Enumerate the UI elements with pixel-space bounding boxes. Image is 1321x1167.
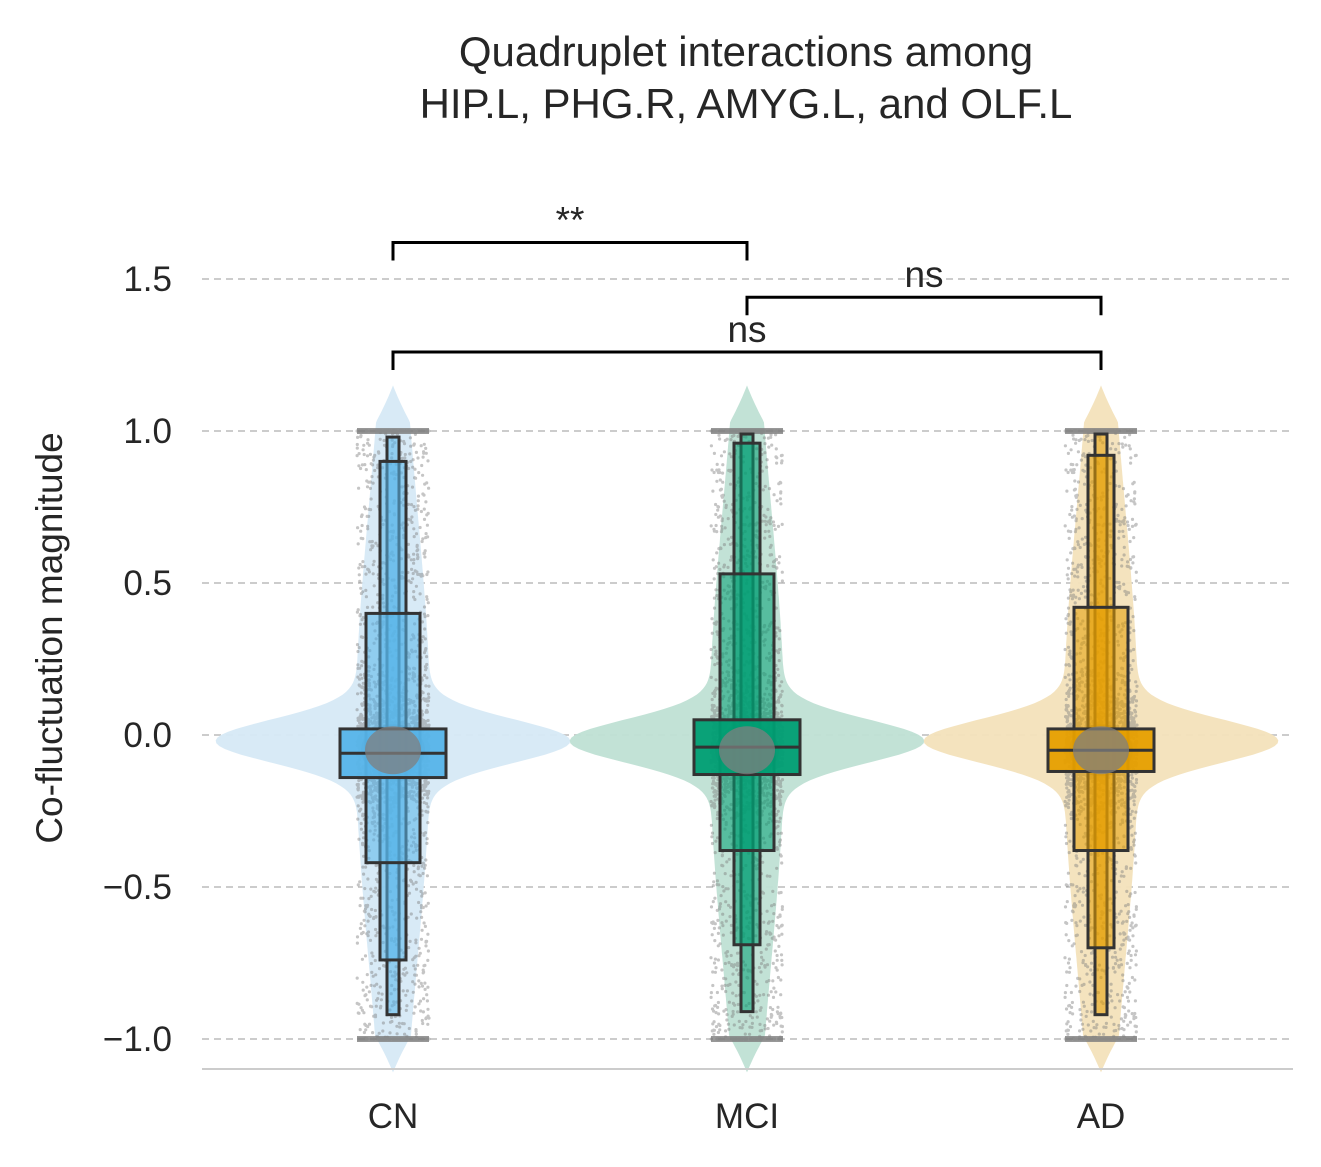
x-axis-ticks: CN MCI AD <box>368 1097 1126 1136</box>
chart-title-line-1: Quadruplet interactions among <box>459 28 1033 75</box>
y-axis-ticks: −1.0 −0.5 0.0 0.5 1.0 1.5 <box>103 260 172 1059</box>
boxen-cn <box>338 435 448 1017</box>
significance-annotations: ** ns ns <box>391 200 1103 370</box>
comparison-bracket: ns <box>391 309 1103 370</box>
y-tick-label: 0.5 <box>123 564 172 603</box>
chart-title-line-2: HIP.L, PHG.R, AMYG.L, and OLF.L <box>420 80 1073 127</box>
y-tick-label: 1.5 <box>123 260 172 299</box>
y-axis-label: Co-fluctuation magnitude <box>29 432 70 843</box>
x-tick-label: CN <box>368 1097 419 1136</box>
x-tick-label: AD <box>1077 1097 1126 1136</box>
comparison-label: ns <box>727 309 766 350</box>
comparison-label: ns <box>904 254 943 295</box>
boxen-box <box>718 572 776 853</box>
comparison-label: ** <box>556 200 585 241</box>
y-tick-label: 1.0 <box>123 412 172 451</box>
y-tick-label: 0.0 <box>123 716 172 755</box>
boxen-ad <box>1046 432 1156 1017</box>
boxen-mci <box>692 432 802 1014</box>
x-tick-label: MCI <box>715 1097 779 1136</box>
boxen-plots <box>338 432 1156 1017</box>
y-tick-label: −1.0 <box>103 1020 172 1059</box>
y-tick-label: −0.5 <box>103 868 172 907</box>
comparison-bracket: ns <box>745 254 1103 316</box>
chart-title: Quadruplet interactions among HIP.L, PHG… <box>420 28 1073 127</box>
comparison-bracket: ** <box>391 200 749 261</box>
